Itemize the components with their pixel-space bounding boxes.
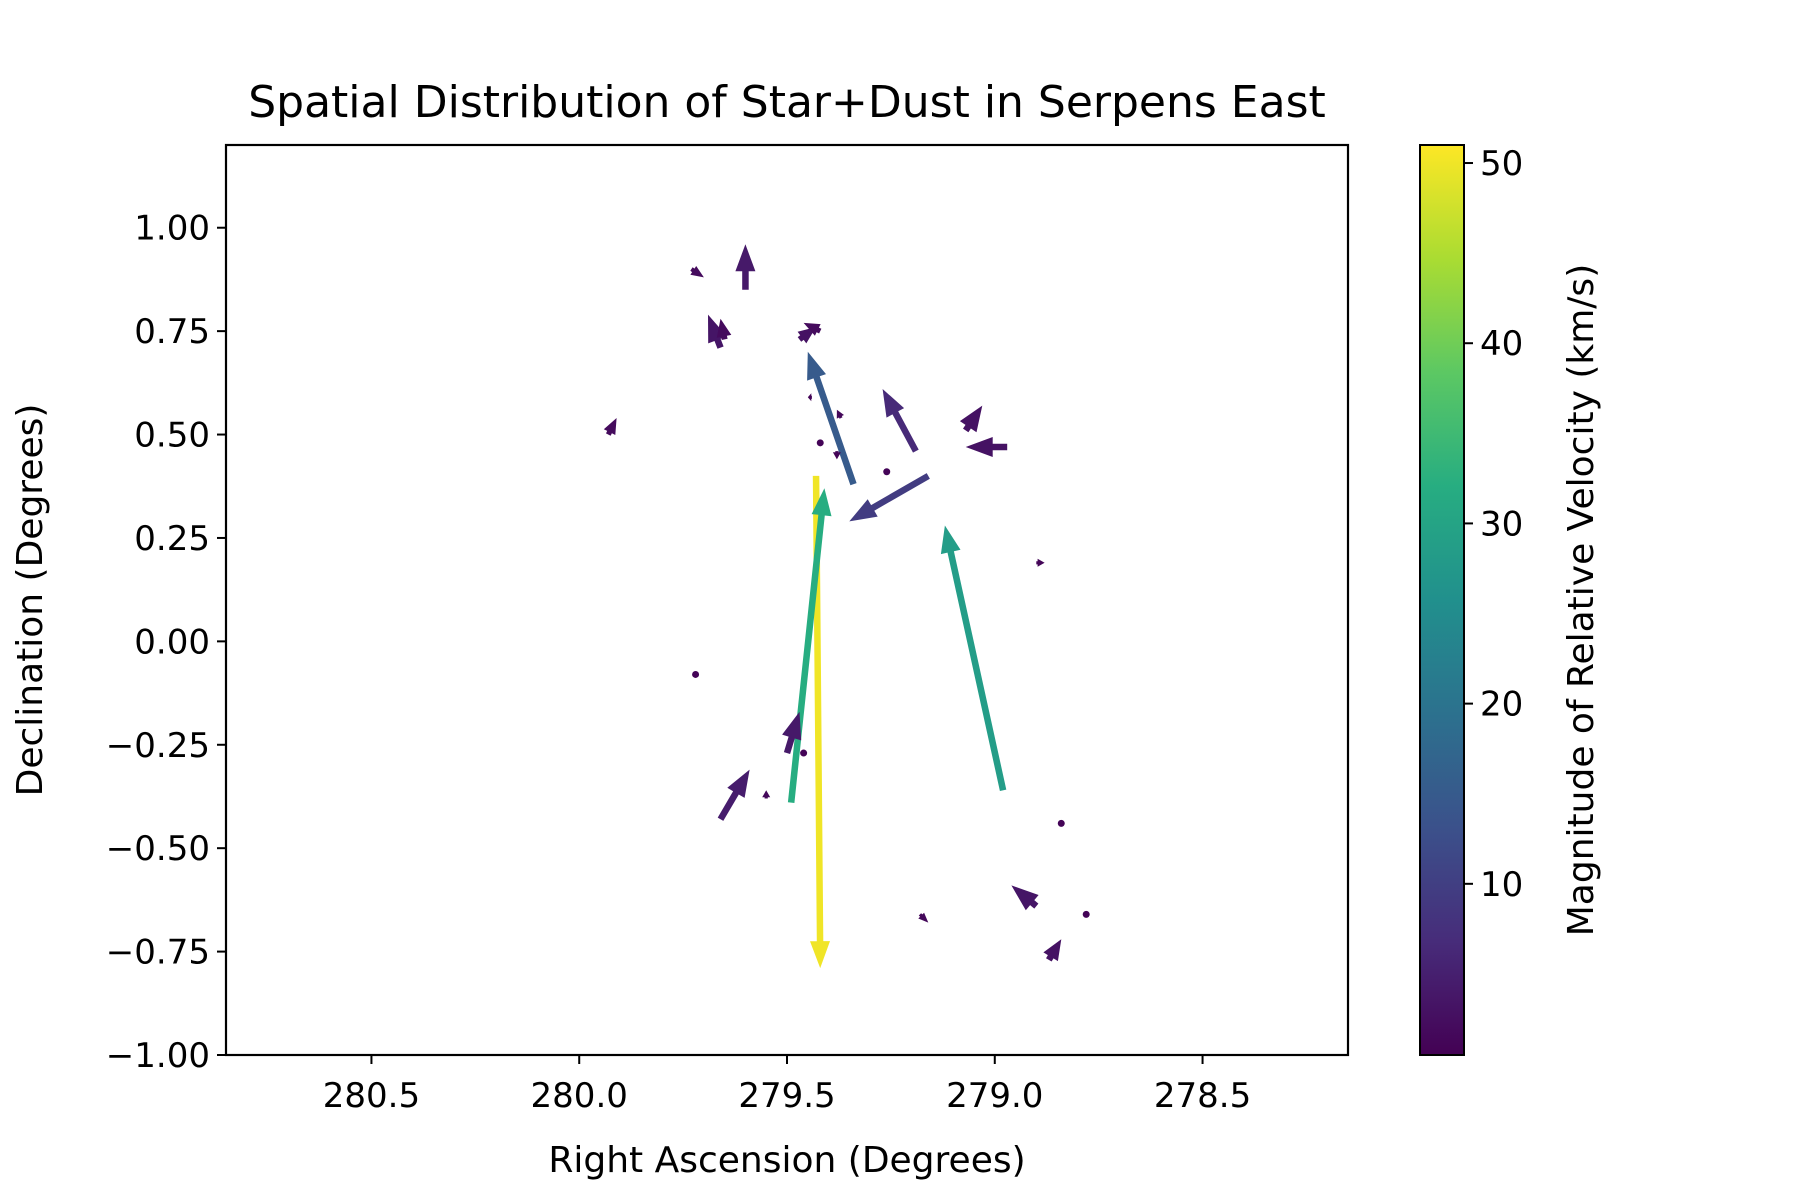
x-axis-ticks: 280.5 280.0 279.5 279.0 278.5	[323, 1055, 1251, 1116]
velocity-arrow	[800, 749, 808, 757]
y-tick-label: 0.25	[134, 519, 210, 559]
colorbar-tick-label: 40	[1480, 324, 1523, 364]
y-axis-ticks: 1.00 0.75 0.50 0.25 0.00 −0.25 −0.50 −0.75 −1.00	[106, 209, 226, 1076]
velocity-arrow	[717, 769, 750, 821]
velocity-arrow	[603, 418, 617, 436]
velocity-arrow	[816, 439, 824, 447]
y-tick-label: 0.00	[134, 622, 210, 662]
y-tick-label: −0.25	[106, 726, 210, 766]
colorbar-tick-label: 10	[1480, 865, 1523, 905]
velocity-arrow	[1057, 819, 1065, 827]
y-tick-label: 0.50	[134, 416, 210, 456]
velocity-arrow	[782, 711, 802, 754]
x-tick-label: 280.5	[323, 1076, 420, 1116]
velocity-arrow	[836, 409, 844, 419]
velocity-arrow	[708, 314, 727, 349]
velocity-arrow	[692, 670, 700, 678]
colorbar-ticks: 10 20 30 40 50	[1464, 144, 1523, 905]
velocity-arrow	[918, 912, 929, 923]
colorbar-label: Magnitude of Relative Velocity (km/s)	[1561, 264, 1602, 937]
velocity-arrow	[762, 790, 771, 799]
velocity-arrow	[849, 473, 930, 522]
chart-title: Spatial Distribution of Star+Dust in Ser…	[248, 77, 1326, 128]
arrow-layer	[603, 244, 1090, 969]
x-axis-label: Right Ascension (Degrees)	[548, 1140, 1025, 1181]
velocity-arrow	[1036, 558, 1045, 567]
y-tick-label: −0.50	[106, 829, 210, 869]
y-tick-label: −0.75	[106, 933, 210, 973]
y-tick-label: 0.75	[134, 312, 210, 352]
x-tick-label: 279.0	[946, 1076, 1043, 1116]
velocity-arrow	[787, 488, 832, 803]
colorbar-tick-label: 20	[1480, 685, 1523, 725]
x-tick-label: 279.5	[738, 1076, 835, 1116]
velocity-arrow	[1043, 939, 1062, 962]
velocity-arrow	[1082, 910, 1090, 918]
y-axis-label: Declination (Degrees)	[10, 404, 51, 797]
velocity-arrow	[1011, 885, 1039, 911]
y-tick-label: 1.00	[134, 209, 210, 249]
velocity-arrow	[716, 318, 732, 340]
velocity-arrow	[882, 389, 919, 453]
velocity-arrow	[959, 405, 983, 433]
velocity-arrow	[807, 351, 857, 486]
velocity-arrow	[965, 437, 1008, 457]
y-tick-label: −1.00	[106, 1036, 210, 1076]
velocity-arrow	[735, 244, 756, 290]
x-tick-label: 278.5	[1154, 1076, 1251, 1116]
colorbar-tick-label: 30	[1480, 504, 1523, 544]
velocity-arrow	[807, 393, 812, 402]
velocity-arrow	[803, 322, 822, 336]
velocity-arrow	[690, 266, 704, 278]
x-tick-label: 280.0	[531, 1076, 628, 1116]
plot-frame	[224, 143, 1350, 1057]
colorbar	[1419, 144, 1465, 1056]
colorbar-tick-label: 50	[1480, 144, 1523, 184]
velocity-arrow	[940, 525, 1007, 791]
velocity-arrow	[832, 451, 841, 460]
velocity-arrow	[883, 468, 891, 476]
